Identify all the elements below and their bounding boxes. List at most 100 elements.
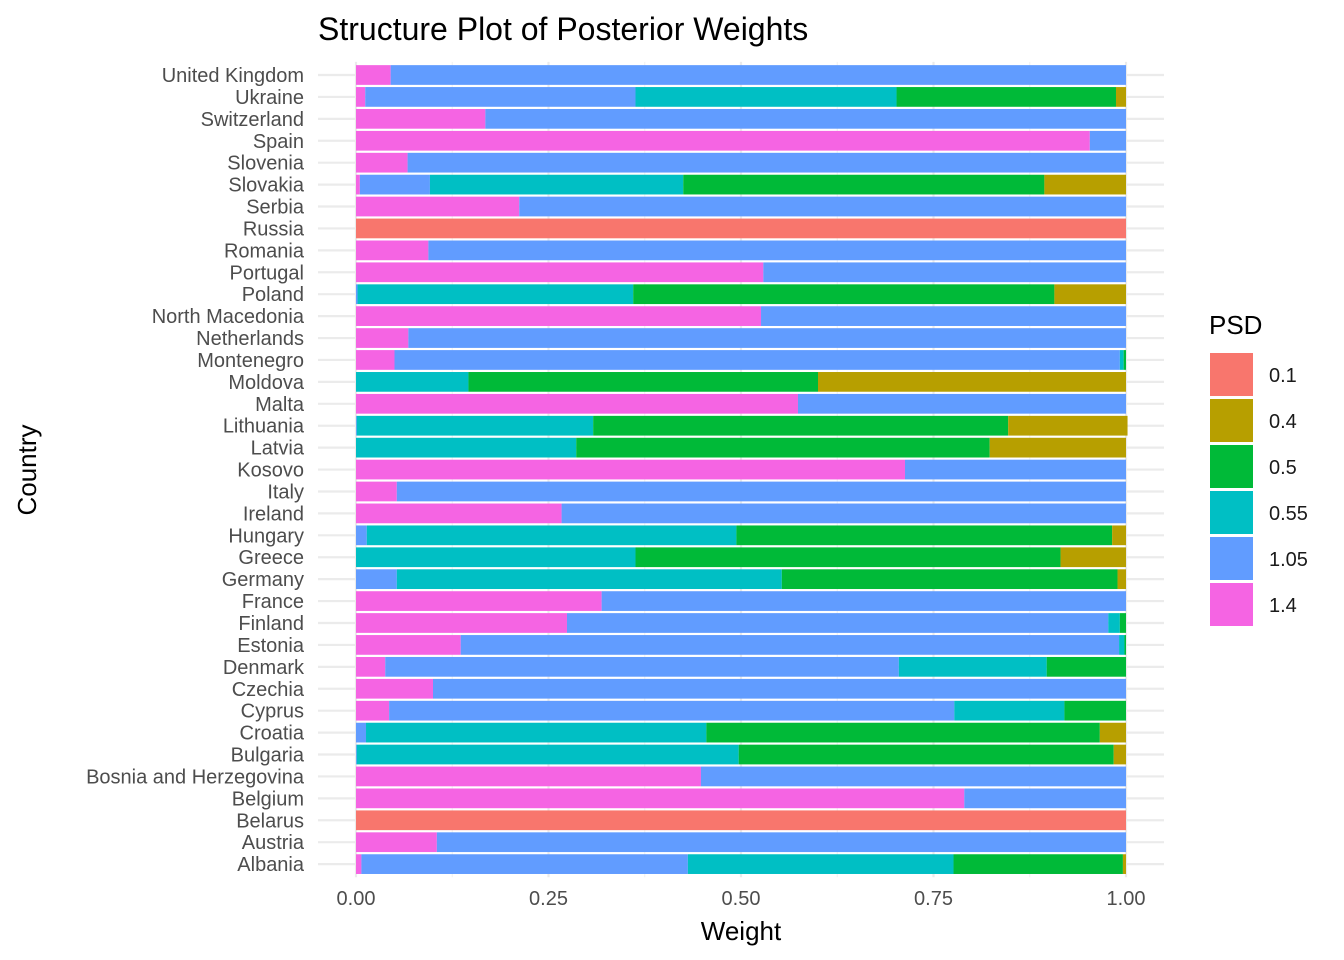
bar-portugal-psd-1-05 xyxy=(763,262,1126,283)
y-tick-label: Cyprus xyxy=(241,701,304,723)
plot-bars xyxy=(356,65,1128,874)
bar-ireland-psd-1-4 xyxy=(356,503,562,524)
bar-germany-psd-1-05 xyxy=(356,569,397,590)
y-tick-label: Lithuania xyxy=(223,416,305,438)
bar-ukraine-psd-1-4 xyxy=(356,87,366,107)
legend-key-0-4 xyxy=(1210,399,1253,442)
x-tick-labels: 0.00 0.25 0.50 0.75 1.00 xyxy=(337,888,1146,910)
bar-united-kingdom-psd-1-05 xyxy=(390,65,1126,85)
y-tick-label: Greece xyxy=(238,547,304,569)
y-tick-label: Denmark xyxy=(223,657,305,679)
legend-label: 0.4 xyxy=(1269,411,1297,433)
y-tick-label: Belgium xyxy=(232,788,304,810)
bar-albania-psd-0-5 xyxy=(953,854,1123,874)
y-tick-label: France xyxy=(242,591,304,613)
bar-croatia-psd-1-05 xyxy=(356,722,367,743)
bar-north-macedonia-psd-1-05 xyxy=(761,306,1126,326)
y-axis-title: Country xyxy=(12,424,42,515)
bar-france-psd-1-05 xyxy=(601,591,1126,611)
bar-finland-psd-0-55 xyxy=(1108,613,1120,633)
bar-finland-psd-1-4 xyxy=(356,613,567,633)
bar-slovenia-psd-1-05 xyxy=(407,152,1127,173)
bar-italy-psd-1-4 xyxy=(356,481,397,502)
bar-russia-psd-0-1 xyxy=(356,218,1126,239)
bar-malta-psd-1-4 xyxy=(356,393,798,414)
bar-latvia-psd-0-4 xyxy=(989,437,1126,458)
bar-slovakia-psd-1-05 xyxy=(359,174,430,195)
y-tick-label: Malta xyxy=(255,394,305,416)
bar-greece-psd-0-4 xyxy=(1060,547,1126,568)
bar-lithuania-psd-0-55 xyxy=(356,415,594,436)
bar-albania-psd-0-4 xyxy=(1122,854,1126,874)
bar-germany-psd-0-4 xyxy=(1117,569,1126,590)
bar-poland-psd-1-05 xyxy=(356,284,358,305)
bar-lithuania-psd-1-05 xyxy=(356,415,357,436)
bar-romania-psd-1-4 xyxy=(356,240,429,261)
bar-austria-psd-1-05 xyxy=(436,832,1127,853)
bar-slovakia-psd-1-4 xyxy=(356,174,360,195)
bar-slovakia-psd-0-5 xyxy=(683,174,1045,195)
bar-kosovo-psd-1-05 xyxy=(905,459,1126,480)
chart-title: Structure Plot of Posterior Weights xyxy=(318,11,808,47)
bar-serbia-psd-1-4 xyxy=(356,196,520,217)
y-tick-label: North Macedonia xyxy=(152,306,305,328)
bar-lithuania-psd-0-4 xyxy=(1008,415,1128,436)
bar-serbia-psd-1-05 xyxy=(519,196,1126,217)
bar-bulgaria-psd-1-05 xyxy=(356,744,357,765)
legend-label: 0.1 xyxy=(1269,365,1297,387)
bar-malta-psd-1-05 xyxy=(797,393,1126,414)
bar-estonia-psd-0-55 xyxy=(1119,635,1125,655)
bar-poland-psd-0-55 xyxy=(357,284,634,305)
y-tick-label: Estonia xyxy=(237,635,305,657)
bar-bulgaria-psd-0-55 xyxy=(356,744,739,765)
y-tick-label: Finland xyxy=(238,613,304,635)
bar-netherlands-psd-1-05 xyxy=(408,328,1126,348)
bar-poland-psd-0-4 xyxy=(1054,284,1126,305)
legend-label: 0.5 xyxy=(1269,457,1297,479)
bar-bosnia-and-herzegovina-psd-1-05 xyxy=(700,766,1126,787)
bar-albania-psd-0-55 xyxy=(687,854,954,874)
legend: PSD 0.1 0.4 0.5 0.55 1.05 1.4 xyxy=(1209,310,1308,626)
legend-key-0-5 xyxy=(1210,445,1253,488)
bar-montenegro-psd-1-4 xyxy=(356,350,395,370)
bar-ukraine-psd-0-55 xyxy=(635,87,897,107)
bar-denmark-psd-0-55 xyxy=(898,656,1047,677)
y-tick-label: Moldova xyxy=(228,372,304,394)
y-tick-label: Bulgaria xyxy=(231,745,305,767)
bar-kosovo-psd-1-4 xyxy=(356,459,906,480)
bar-switzerland-psd-1-4 xyxy=(356,108,486,129)
bar-ireland-psd-1-05 xyxy=(561,503,1126,524)
bar-germany-psd-0-5 xyxy=(781,569,1118,590)
bar-denmark-psd-1-05 xyxy=(385,656,899,677)
bar-greece-psd-0-55 xyxy=(356,547,636,568)
bar-montenegro-psd-1-05 xyxy=(394,350,1120,370)
bar-united-kingdom-psd-1-4 xyxy=(356,65,391,85)
legend-label: 1.05 xyxy=(1269,549,1308,571)
bar-czechia-psd-1-05 xyxy=(433,678,1126,699)
bar-moldova-psd-0-55 xyxy=(356,372,469,392)
bar-slovenia-psd-1-4 xyxy=(356,152,408,173)
bar-slovakia-psd-0-4 xyxy=(1044,174,1126,195)
y-tick-label: United Kingdom xyxy=(162,65,304,87)
bar-greece-psd-0-5 xyxy=(635,547,1061,568)
y-tick-label: Romania xyxy=(224,240,305,262)
legend-key-0-55 xyxy=(1210,491,1253,534)
bar-ukraine-psd-0-4 xyxy=(1115,87,1126,107)
bar-croatia-psd-0-5 xyxy=(706,722,1100,743)
bar-hungary-psd-0-55 xyxy=(366,525,737,546)
bar-bosnia-and-herzegovina-psd-1-4 xyxy=(356,766,701,787)
bar-poland-psd-0-5 xyxy=(633,284,1055,305)
bar-belarus-psd-0-1 xyxy=(356,810,1126,831)
y-tick-label: Switzerland xyxy=(201,109,304,131)
bar-portugal-psd-1-4 xyxy=(356,262,764,283)
y-tick-label: Czechia xyxy=(232,679,305,701)
bar-croatia-psd-0-55 xyxy=(366,722,707,743)
y-tick-label: Bosnia and Herzegovina xyxy=(86,766,305,788)
bar-switzerland-psd-1-05 xyxy=(485,108,1126,129)
bar-italy-psd-1-05 xyxy=(396,481,1126,502)
y-tick-label: Ukraine xyxy=(235,87,304,109)
bar-cyprus-psd-0-5 xyxy=(1064,700,1126,721)
y-tick-label: Hungary xyxy=(228,525,304,547)
x-tick-label: 0.25 xyxy=(529,888,568,910)
